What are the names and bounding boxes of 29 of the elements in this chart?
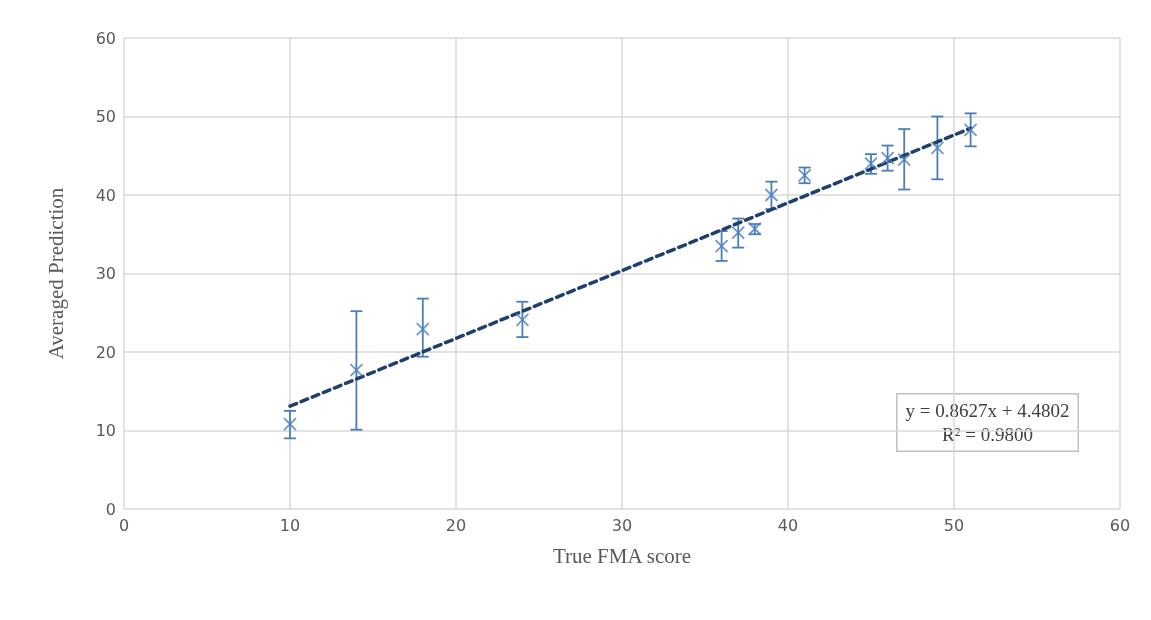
y-tick-label: 30 xyxy=(95,264,116,283)
x-tick-label: 20 xyxy=(445,515,467,535)
annotation: y = 0.8627x + 4.4802 R² = 0.9800 xyxy=(905,400,1070,445)
point xyxy=(764,188,779,202)
y-tick-label: 0 xyxy=(105,499,116,519)
point xyxy=(864,156,878,171)
x-tick-label: 60 xyxy=(1109,515,1131,535)
y-tick-label: 50 xyxy=(95,107,116,126)
point xyxy=(415,322,430,337)
x-axis-title: True FMA score xyxy=(552,543,692,568)
y-axis-title: Averaged Prediction xyxy=(43,187,68,360)
x-tick-label: 10 xyxy=(279,515,301,535)
x-tick-label: 40 xyxy=(777,515,799,535)
y-tick-label: 10 xyxy=(95,421,116,440)
point xyxy=(714,239,729,253)
x-tick-label: 30 xyxy=(611,515,633,535)
y-tick-label: 60 xyxy=(95,28,116,48)
point xyxy=(963,122,978,137)
x-tick-label: 0 xyxy=(118,515,130,535)
x-tick-label: 50 xyxy=(943,515,965,535)
point xyxy=(880,151,895,165)
point xyxy=(515,312,530,327)
point xyxy=(731,225,746,240)
point xyxy=(897,152,912,167)
y-tick-label: 20 xyxy=(95,342,116,362)
point xyxy=(930,141,945,155)
point xyxy=(283,417,297,432)
y-tick-label: 40 xyxy=(95,185,116,205)
point xyxy=(349,363,364,377)
